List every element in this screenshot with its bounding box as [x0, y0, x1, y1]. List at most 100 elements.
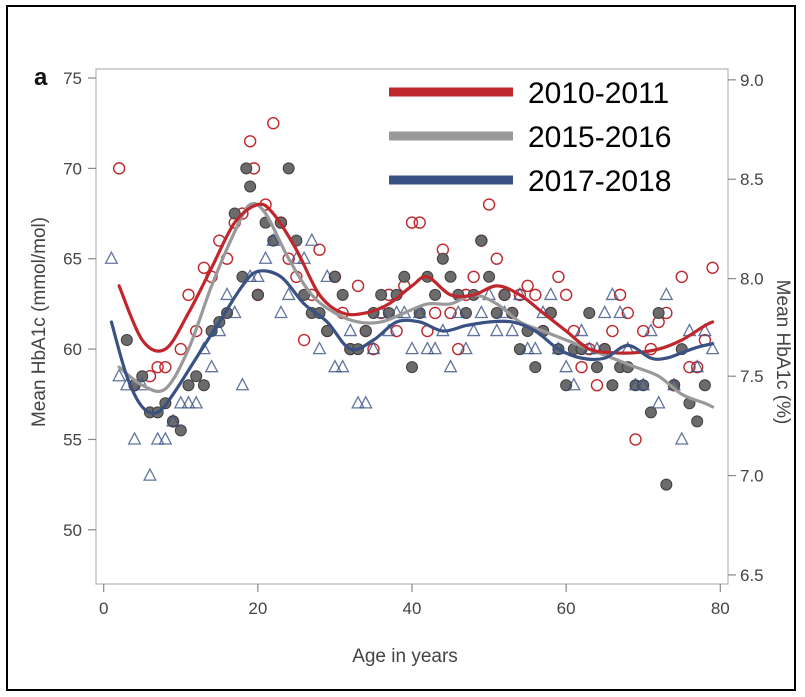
legend-label-2017-2018: 2017-2018	[528, 165, 671, 198]
data-point	[151, 360, 164, 374]
x-tick-label: 80	[711, 599, 730, 618]
data-point	[520, 341, 535, 355]
chart: a 0 20 40 60 80 50 55 60 65 70 75 6.5 7.0 7.5 8.0 8.5 9.…	[29, 64, 793, 667]
data-point	[436, 252, 449, 265]
data-point	[143, 467, 157, 481]
data-point	[691, 415, 704, 428]
data-point	[651, 395, 666, 409]
data-point	[313, 243, 326, 256]
data-point	[104, 250, 119, 264]
data-point	[297, 333, 311, 347]
data-point	[613, 288, 627, 302]
data-point	[606, 379, 619, 392]
data-point	[174, 342, 187, 356]
data-point	[190, 370, 203, 383]
data-point	[351, 279, 365, 293]
data-point	[429, 288, 442, 301]
data-point	[583, 306, 596, 319]
data-point	[158, 431, 173, 445]
series-2010-2011-trend-line	[117, 202, 715, 355]
data-point	[390, 324, 403, 338]
data-point	[475, 234, 488, 247]
data-point	[398, 270, 411, 283]
y-axis-label-right: Mean HbA1c (%)	[772, 280, 793, 425]
data-point	[335, 359, 350, 373]
y-tick-label-right: 8.5	[740, 170, 764, 189]
data-point	[282, 252, 295, 265]
data-point	[336, 288, 349, 301]
data-point	[698, 379, 711, 392]
data-point	[466, 323, 481, 337]
data-point	[173, 395, 188, 409]
data-point	[613, 305, 628, 319]
data-point	[112, 162, 126, 175]
data-point	[452, 342, 465, 356]
data-point	[120, 334, 133, 347]
data-point	[590, 361, 603, 374]
data-point	[467, 270, 480, 284]
series-2015-2016-points	[120, 162, 711, 491]
y-tick-label-right: 6.5	[740, 566, 764, 585]
data-point	[220, 286, 234, 301]
x-axis-label: Age in years	[352, 646, 458, 667]
data-point	[705, 341, 720, 355]
data-point	[636, 377, 651, 391]
data-point	[674, 431, 689, 445]
y-tick-label-left: 75	[63, 69, 82, 88]
data-point	[574, 323, 589, 337]
data-point	[282, 162, 295, 175]
y-tick-label-left: 60	[63, 340, 82, 359]
data-point	[459, 341, 473, 355]
data-point	[683, 360, 696, 374]
data-point	[406, 361, 418, 374]
data-point	[451, 305, 466, 319]
legend: 2010-2011 2015-2016 2017-2018	[389, 77, 671, 198]
data-point	[637, 324, 650, 338]
data-point	[235, 377, 250, 391]
data-point	[559, 359, 574, 373]
y-tick-label-left: 50	[63, 521, 82, 540]
data-point	[552, 270, 565, 284]
data-point	[227, 305, 242, 319]
x-tick-label: 40	[403, 599, 422, 618]
data-point	[136, 370, 149, 383]
data-point	[159, 360, 172, 374]
data-point	[166, 413, 181, 427]
data-point	[443, 359, 458, 373]
data-point	[197, 261, 211, 274]
data-point	[351, 395, 365, 409]
y-tick-label-left: 55	[63, 430, 82, 449]
data-point	[375, 288, 388, 301]
data-point	[575, 360, 588, 374]
data-point	[358, 395, 373, 409]
data-point	[528, 341, 543, 355]
y-tick-label-right: 7.0	[740, 467, 764, 486]
data-point	[490, 252, 503, 265]
data-point	[244, 180, 257, 193]
data-point	[529, 361, 542, 374]
data-point	[498, 288, 511, 301]
data-point	[258, 250, 273, 264]
data-point	[112, 368, 127, 382]
data-point	[243, 268, 258, 283]
data-point	[428, 341, 443, 355]
data-point	[629, 433, 642, 446]
data-point	[597, 305, 612, 319]
data-point	[251, 288, 264, 301]
data-point	[374, 305, 389, 319]
data-point	[320, 268, 335, 283]
data-point	[312, 341, 327, 355]
series-2017-2018-trend-line	[109, 269, 715, 415]
data-point	[174, 424, 187, 437]
data-point	[298, 288, 311, 301]
data-point	[189, 395, 204, 409]
data-point	[521, 279, 534, 293]
data-point	[420, 341, 435, 355]
data-point	[529, 288, 542, 302]
plot-area: 0 20 40 60 80 50 55 60 65 70 75 6.5 7.0 7.5 8.0 8.5 9.0	[63, 68, 764, 618]
data-point	[266, 232, 281, 246]
data-point	[412, 305, 427, 319]
legend-label-2010-2011: 2010-2011	[528, 77, 669, 110]
data-point	[197, 379, 210, 392]
data-point	[343, 323, 358, 337]
